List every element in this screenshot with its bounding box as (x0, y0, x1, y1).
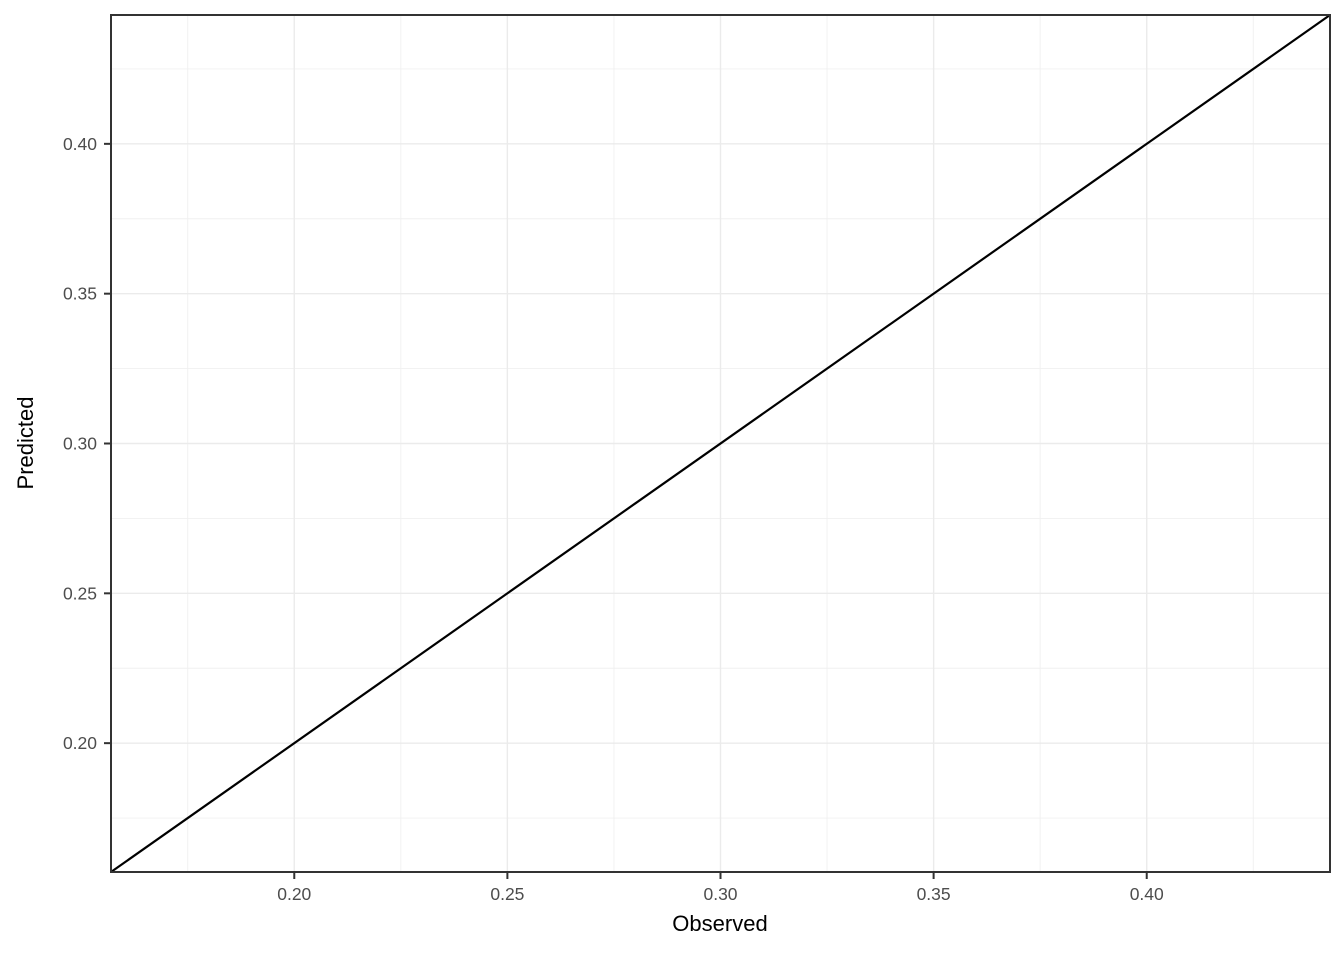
grid-major-lines (111, 15, 1330, 872)
y-tick-label: 0.25 (63, 583, 97, 603)
x-tick-label: 0.25 (490, 884, 524, 904)
y-tick-label: 0.40 (63, 134, 97, 154)
x-tick-label: 0.20 (277, 884, 311, 904)
axis-tick-marks (104, 142, 1148, 879)
y-tick-label: 0.35 (63, 284, 97, 304)
x-axis-title: Observed (672, 911, 768, 936)
x-tick-label: 0.40 (1130, 884, 1164, 904)
y-tick-label: 0.30 (63, 434, 97, 454)
x-tick-label: 0.30 (703, 884, 737, 904)
series-lines (110, 14, 1331, 873)
axis-tick-labels: 0.20 0.25 0.30 0.35 0.40 0.20 0.25 0.30 0.35 0.40 (63, 134, 1164, 904)
identity-line (110, 14, 1331, 873)
x-tick-label: 0.35 (917, 884, 951, 904)
y-axis-title: Predicted (13, 396, 38, 490)
y-tick-label: 0.20 (63, 733, 97, 753)
